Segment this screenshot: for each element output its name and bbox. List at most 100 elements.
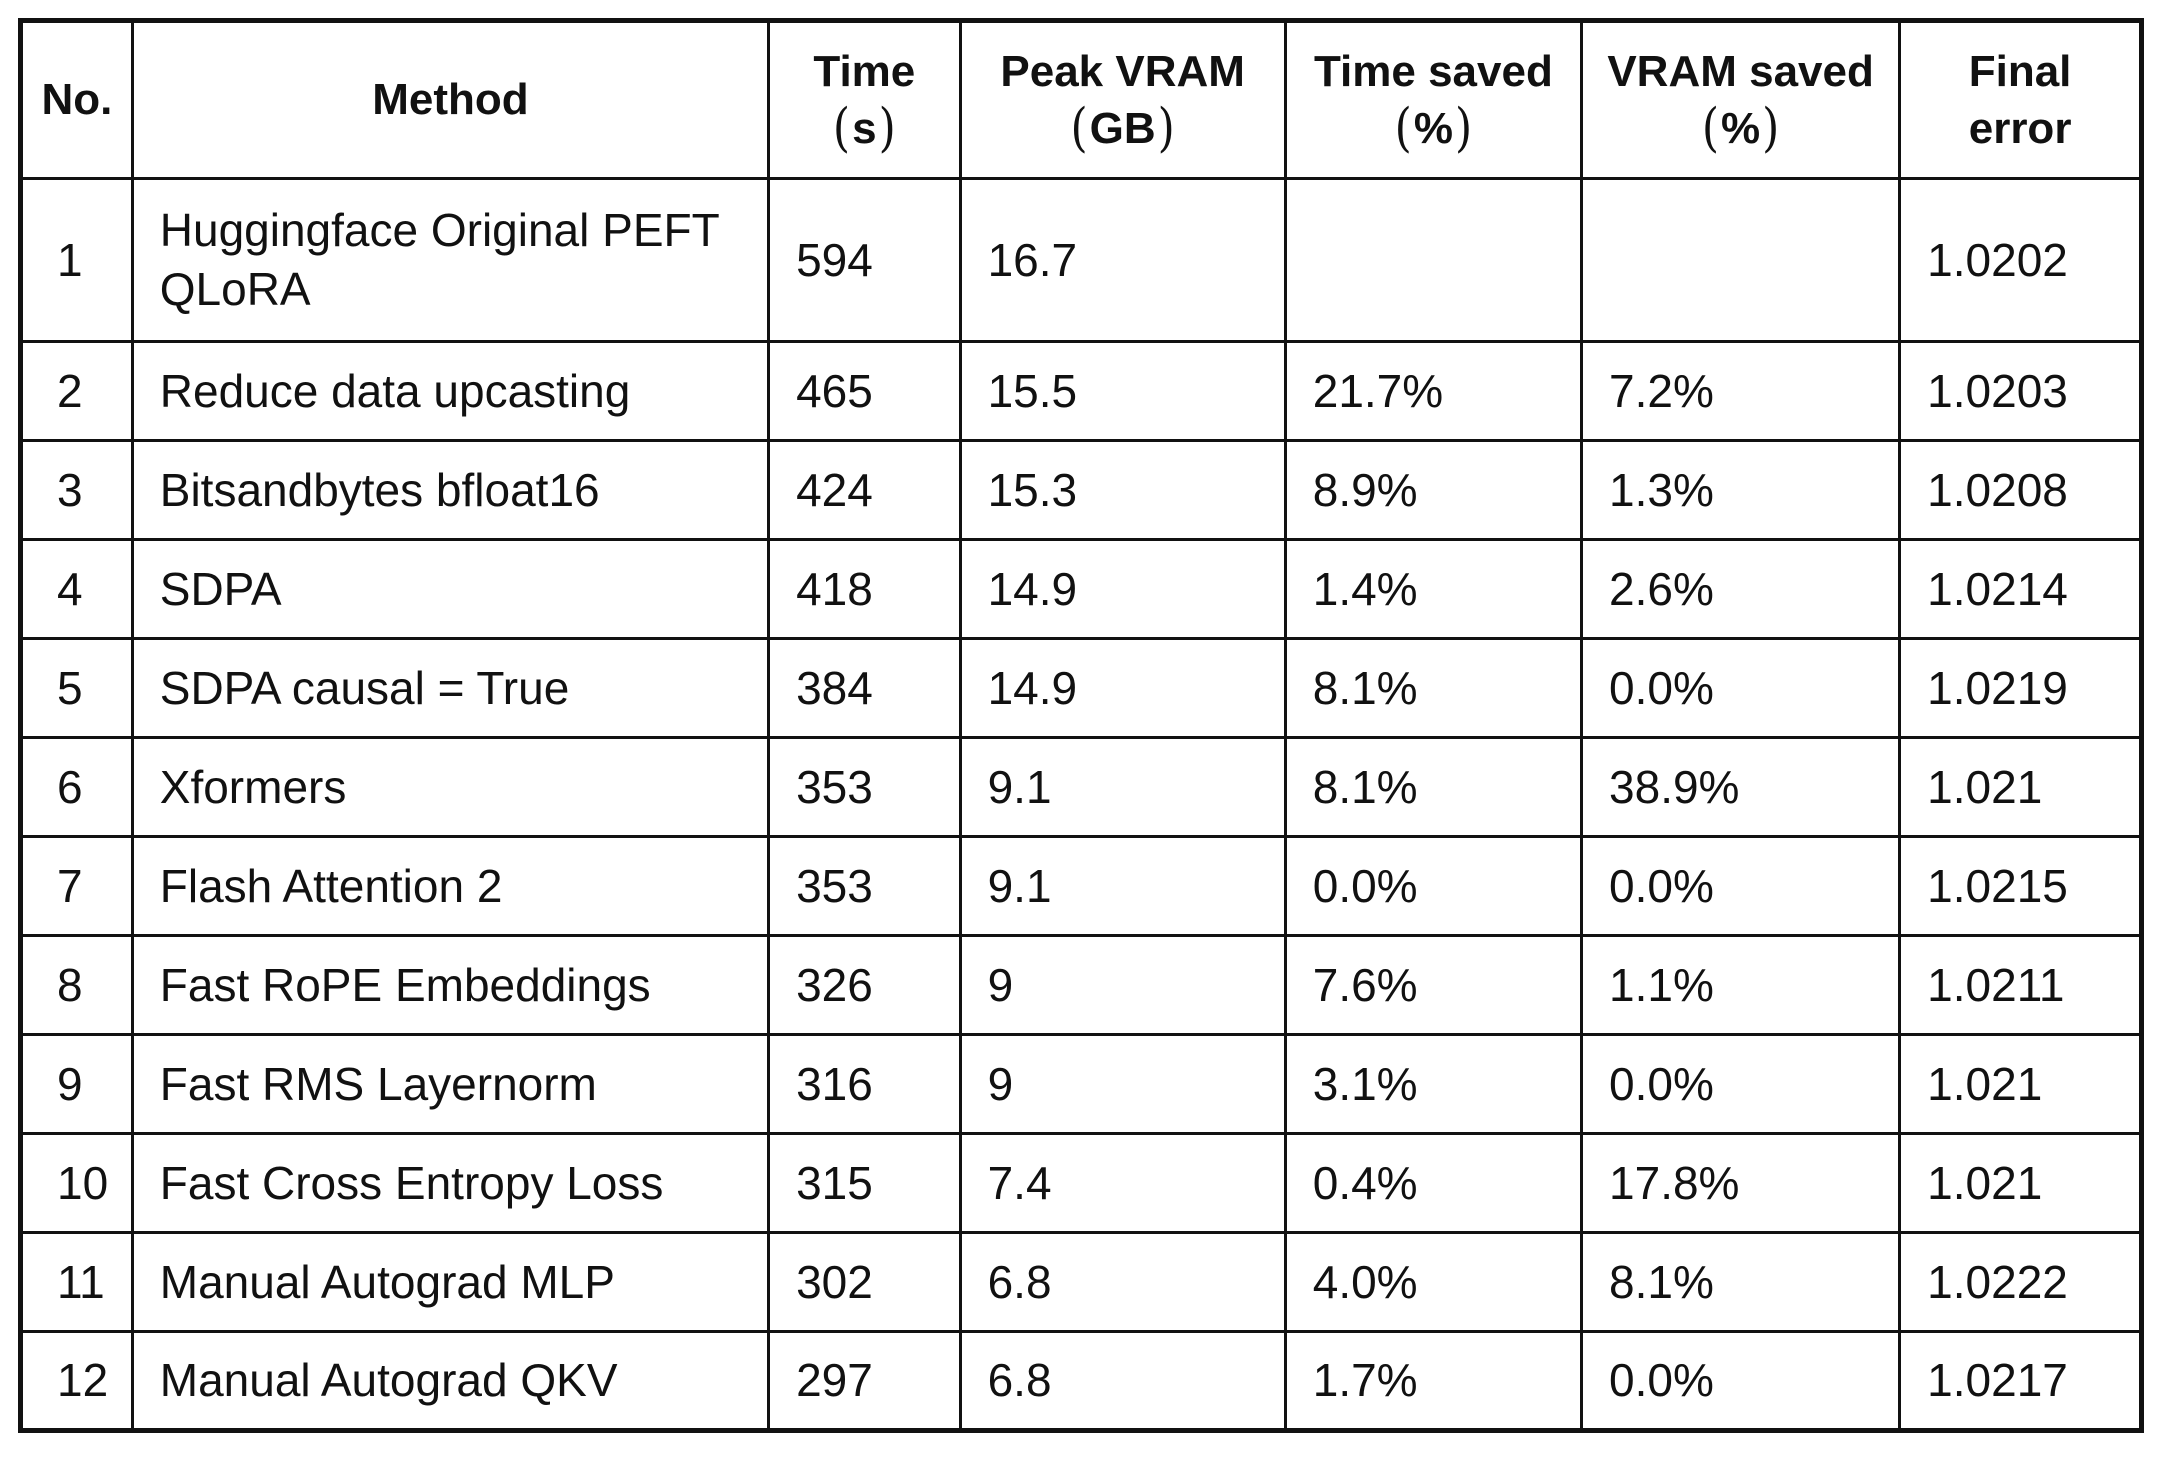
cell-final-error: 1.0222 (1898, 1231, 2143, 1333)
table-row: 6 Xformers 353 9.1 8.1% 38.9% 1.021 (19, 736, 2143, 838)
cell-time-saved: 3.1% (1283, 1033, 1584, 1135)
header-time-saved-unit: % (1301, 100, 1566, 157)
cell-peak-vram: 9 (958, 1033, 1287, 1135)
header-time-label: Time (813, 46, 916, 96)
cell-time-saved: 8.1% (1283, 637, 1584, 739)
cell-method: Flash Attention 2 (130, 835, 771, 937)
header-method: Method (130, 19, 771, 180)
header-method-label: Method (372, 75, 529, 125)
cell-no: 1 (19, 177, 134, 343)
cell-time-saved: 4.0% (1283, 1231, 1584, 1333)
cell-method: Manual Autograd QKV (130, 1330, 771, 1432)
cell-time: 384 (767, 637, 962, 739)
cell-final-error: 1.0214 (1898, 538, 2143, 640)
cell-method: Fast RoPE Embeddings (130, 934, 771, 1036)
cell-no: 4 (19, 538, 134, 640)
header-time-unit: s (784, 100, 945, 157)
cell-no: 3 (19, 439, 134, 541)
cell-time-saved: 21.7% (1283, 340, 1584, 442)
cell-no: 9 (19, 1033, 134, 1135)
table-row: 1 Huggingface Original PEFT QLoRA 594 16… (19, 177, 2143, 343)
cell-no: 10 (19, 1132, 134, 1234)
header-no: No. (19, 19, 134, 180)
header-vram-saved-label: VRAM saved (1607, 46, 1874, 96)
cell-peak-vram: 6.8 (958, 1330, 1287, 1432)
cell-peak-vram: 15.3 (958, 439, 1287, 541)
cell-vram-saved: 0.0% (1580, 1033, 1902, 1135)
cell-method: Fast Cross Entropy Loss (130, 1132, 771, 1234)
cell-method: SDPA causal = True (130, 637, 771, 739)
table-row: 11 Manual Autograd MLP 302 6.8 4.0% 8.1%… (19, 1231, 2143, 1333)
cell-peak-vram: 9.1 (958, 835, 1287, 937)
cell-time-saved: 1.4% (1283, 538, 1584, 640)
cell-no: 2 (19, 340, 134, 442)
cell-time: 297 (767, 1330, 962, 1432)
cell-method: SDPA (130, 538, 771, 640)
cell-final-error: 1.0217 (1898, 1330, 2143, 1432)
cell-final-error: 1.0203 (1898, 340, 2143, 442)
cell-peak-vram: 14.9 (958, 637, 1287, 739)
cell-vram-saved: 2.6% (1580, 538, 1902, 640)
cell-time-saved: 1.7% (1283, 1330, 1584, 1432)
cell-final-error: 1.0219 (1898, 637, 2143, 739)
cell-time: 418 (767, 538, 962, 640)
cell-time: 353 (767, 736, 962, 838)
cell-time: 424 (767, 439, 962, 541)
table-row: 3 Bitsandbytes bfloat16 424 15.3 8.9% 1.… (19, 439, 2143, 541)
cell-time-saved: 8.9% (1283, 439, 1584, 541)
table-row: 4 SDPA 418 14.9 1.4% 2.6% 1.0214 (19, 538, 2143, 640)
cell-method: Bitsandbytes bfloat16 (130, 439, 771, 541)
cell-final-error: 1.0208 (1898, 439, 2143, 541)
cell-time: 315 (767, 1132, 962, 1234)
cell-peak-vram: 15.5 (958, 340, 1287, 442)
cell-peak-vram: 9.1 (958, 736, 1287, 838)
table-row: 9 Fast RMS Layernorm 316 9 3.1% 0.0% 1.0… (19, 1033, 2143, 1135)
cell-method: Fast RMS Layernorm (130, 1033, 771, 1135)
cell-no: 12 (19, 1330, 134, 1432)
cell-final-error: 1.021 (1898, 736, 2143, 838)
cell-time-saved: 7.6% (1283, 934, 1584, 1036)
header-peak-vram-unit: GB (976, 100, 1270, 157)
cell-final-error: 1.021 (1898, 1132, 2143, 1234)
header-peak-vram-label: Peak VRAM (1000, 46, 1245, 96)
cell-time: 353 (767, 835, 962, 937)
cell-time-saved (1283, 177, 1584, 343)
table-row: 5 SDPA causal = True 384 14.9 8.1% 0.0% … (19, 637, 2143, 739)
table-body: 1 Huggingface Original PEFT QLoRA 594 16… (19, 177, 2143, 1432)
header-final-error-label: Final error (1968, 46, 2072, 153)
table-row: 2 Reduce data upcasting 465 15.5 21.7% 7… (19, 340, 2143, 442)
table-row: 8 Fast RoPE Embeddings 326 9 7.6% 1.1% 1… (19, 934, 2143, 1036)
cell-time-saved: 8.1% (1283, 736, 1584, 838)
cell-no: 11 (19, 1231, 134, 1333)
header-vram-saved-unit: % (1597, 100, 1884, 157)
header-time-saved: Time saved% (1283, 19, 1584, 180)
cell-vram-saved: 7.2% (1580, 340, 1902, 442)
table-row: 10 Fast Cross Entropy Loss 315 7.4 0.4% … (19, 1132, 2143, 1234)
header-peak-vram: Peak VRAMGB (958, 19, 1287, 180)
cell-no: 5 (19, 637, 134, 739)
cell-method: Huggingface Original PEFT QLoRA (130, 177, 771, 343)
cell-vram-saved: 0.0% (1580, 1330, 1902, 1432)
cell-vram-saved: 1.1% (1580, 934, 1902, 1036)
header-time-saved-label: Time saved (1313, 46, 1553, 96)
cell-vram-saved: 38.9% (1580, 736, 1902, 838)
cell-vram-saved: 8.1% (1580, 1231, 1902, 1333)
cell-vram-saved: 17.8% (1580, 1132, 1902, 1234)
cell-final-error: 1.0215 (1898, 835, 2143, 937)
cell-method: Xformers (130, 736, 771, 838)
cell-time: 302 (767, 1231, 962, 1333)
cell-no: 7 (19, 835, 134, 937)
cell-peak-vram: 7.4 (958, 1132, 1287, 1234)
table-row: 12 Manual Autograd QKV 297 6.8 1.7% 0.0%… (19, 1330, 2143, 1432)
cell-peak-vram: 14.9 (958, 538, 1287, 640)
cell-method: Manual Autograd MLP (130, 1231, 771, 1333)
header-vram-saved: VRAM saved% (1580, 19, 1902, 180)
cell-no: 8 (19, 934, 134, 1036)
cell-method: Reduce data upcasting (130, 340, 771, 442)
cell-vram-saved: 1.3% (1580, 439, 1902, 541)
cell-vram-saved: 0.0% (1580, 835, 1902, 937)
